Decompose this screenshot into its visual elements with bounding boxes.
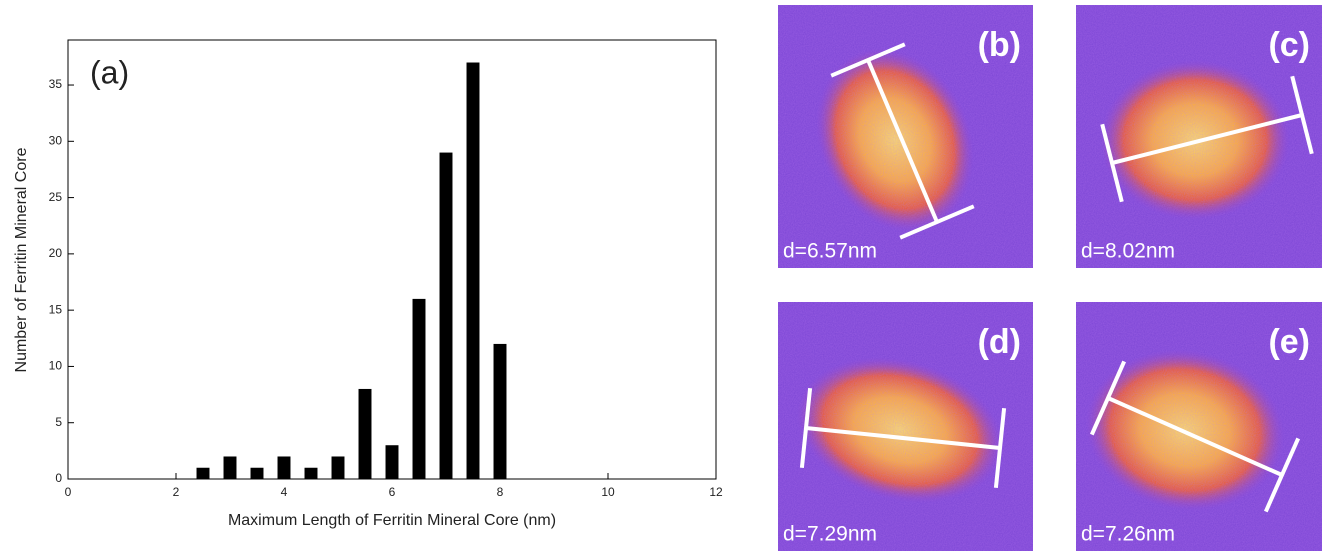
bar — [385, 445, 399, 479]
noise — [1076, 302, 1322, 551]
measure-cap — [1089, 360, 1127, 436]
x-tick-label: 2 — [173, 485, 180, 499]
measure-cap — [899, 204, 975, 240]
micrograph: (d) d=7.29nm — [778, 302, 1033, 551]
bar — [331, 456, 345, 479]
y-tick-label: 10 — [49, 359, 63, 373]
x-axis-label: Maximum Length of Ferritin Mineral Core … — [228, 512, 556, 529]
bar — [223, 456, 237, 479]
micrograph: (b) d=6.57nm — [778, 5, 1033, 268]
y-tick-label: 0 — [55, 471, 62, 485]
bar — [358, 388, 372, 479]
measure-line — [866, 59, 939, 223]
measure-cap — [799, 388, 813, 468]
measure-cap — [1100, 123, 1124, 203]
measure-cap — [1290, 75, 1314, 155]
x-tick-label: 4 — [281, 485, 288, 499]
panel-label: (d) — [978, 323, 1021, 361]
y-axis-label: Number of Ferritin Mineral Core — [13, 147, 30, 372]
x-tick-label: 0 — [65, 485, 72, 499]
y-tick-label: 25 — [49, 190, 63, 204]
measure-cap — [993, 408, 1007, 488]
panel-label: (a) — [90, 54, 129, 90]
noise — [1076, 5, 1322, 268]
bar — [277, 456, 291, 479]
measure-cap — [830, 42, 906, 78]
measure-line — [805, 426, 1001, 450]
y-tick-label: 15 — [49, 302, 63, 316]
y-tick-label: 20 — [49, 246, 63, 260]
bar — [439, 152, 453, 480]
x-tick-label: 10 — [601, 485, 615, 499]
y-tick-label: 30 — [49, 133, 63, 147]
bar — [466, 62, 480, 480]
bar — [412, 298, 426, 479]
panel-caption: d=6.57nm — [783, 240, 877, 263]
panel-caption: d=8.02nm — [1081, 240, 1175, 263]
y-tick-label: 5 — [55, 415, 62, 429]
bar — [250, 467, 264, 479]
x-tick-label: 6 — [389, 485, 396, 499]
plot-frame — [67, 39, 717, 480]
bar — [493, 343, 507, 479]
x-tick-label: 12 — [709, 485, 723, 499]
panel-caption: d=7.26nm — [1081, 523, 1175, 546]
bar — [196, 467, 210, 479]
noise — [778, 302, 1033, 551]
bar — [304, 467, 318, 479]
panel-label: (e) — [1268, 323, 1310, 361]
measure-line — [1111, 113, 1303, 165]
y-tick-label: 35 — [49, 77, 63, 91]
noise — [778, 5, 1033, 268]
panel-label: (c) — [1268, 26, 1310, 64]
panel-caption: d=7.29nm — [783, 523, 877, 546]
panel-label: (b) — [978, 26, 1021, 64]
x-tick-label: 8 — [497, 485, 504, 499]
micrograph: (e) d=7.26nm — [1076, 302, 1322, 551]
micrograph: (c) d=8.02nm — [1076, 5, 1322, 268]
measure-cap — [1263, 437, 1301, 513]
measure-line — [1107, 396, 1283, 477]
